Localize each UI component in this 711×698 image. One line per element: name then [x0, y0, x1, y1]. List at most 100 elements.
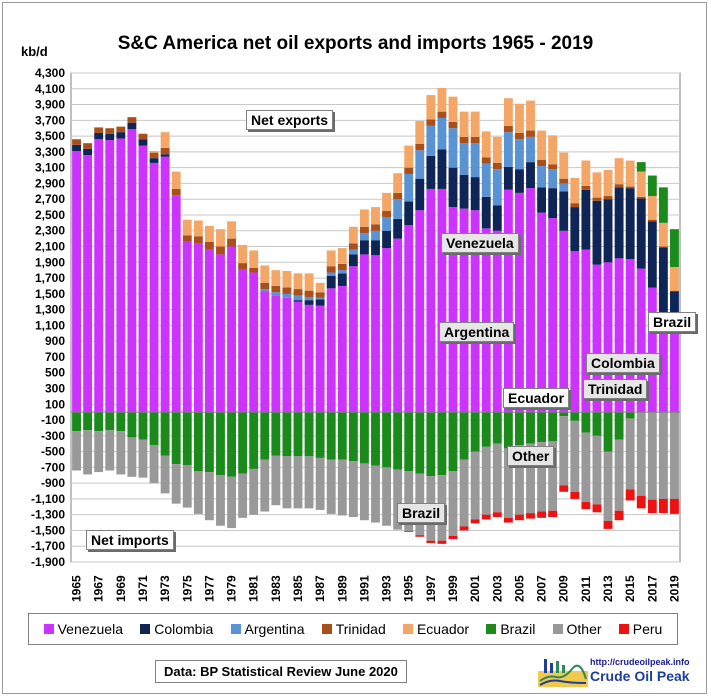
bar-segment-peru — [459, 526, 469, 531]
bar-segment-brazil — [249, 412, 259, 469]
bar-segment-trinidad — [537, 159, 547, 167]
bar-segment-venezuela — [193, 243, 203, 413]
bar-segment-other — [282, 456, 292, 509]
bar-segment-colombia — [537, 187, 547, 213]
y-tick-label: 3,100 — [35, 161, 65, 175]
bar-segment-venezuela — [670, 334, 679, 413]
bar-segment-venezuela — [249, 272, 259, 413]
bar-segment-argentina — [526, 136, 535, 163]
annotation-net-imports: Net imports — [86, 530, 174, 550]
bar-segment-trinidad — [515, 132, 524, 140]
legend-swatch — [402, 624, 413, 634]
bar-segment-venezuela — [326, 288, 336, 413]
y-tick-label: -100 — [41, 413, 65, 427]
bar-segment-brazil — [526, 412, 535, 444]
x-tick-label: 1989 — [335, 575, 349, 602]
bar-segment-colombia — [614, 187, 624, 259]
bar-segment-peru — [548, 510, 558, 518]
bar-segment-venezuela — [72, 151, 81, 413]
bar-segment-trinidad — [315, 292, 325, 298]
bar-segment-other — [481, 446, 491, 515]
bar-segment-peru — [470, 519, 480, 524]
bar-segment-venezuela — [503, 189, 513, 413]
bar-segment-trinidad — [293, 289, 303, 296]
brand-block: http://crudeoilpeak.info Crude Oil Peak — [538, 657, 690, 689]
y-tick-label: 4,100 — [35, 82, 65, 96]
bar-segment-ecuador — [182, 219, 192, 236]
bar-segment-colombia — [348, 254, 358, 267]
bar-segment-trinidad — [581, 185, 591, 190]
bar-segment-ecuador — [492, 136, 502, 163]
bar-segment-venezuela — [658, 311, 668, 413]
bar-segment-ecuador — [238, 244, 248, 264]
x-tick-label: 2019 — [667, 575, 681, 602]
bar-segment-colombia — [360, 240, 369, 255]
bar-segment-ecuador — [515, 103, 524, 133]
bar-segment-other — [670, 412, 679, 499]
x-tick-label: 1997 — [424, 575, 438, 602]
x-tick-label: 2011 — [579, 576, 593, 602]
bar-segment-colombia — [160, 154, 170, 157]
y-tick-label: -1,300 — [31, 508, 65, 522]
bar-segment-argentina — [315, 297, 325, 300]
data-source-note: Data: BP Statistical Review June 2020 — [155, 660, 407, 683]
x-tick-label: 1971 — [136, 575, 150, 602]
bar-segment-trinidad — [625, 186, 635, 189]
bar-segment-brazil — [83, 412, 93, 431]
bar-segment-brazil — [371, 412, 380, 466]
bar-segment-brazil — [670, 229, 679, 268]
bar-segment-argentina — [537, 166, 547, 188]
bar-segment-trinidad — [94, 127, 104, 133]
y-tick-label: -500 — [41, 445, 65, 459]
bar-segment-other — [348, 461, 358, 518]
bar-segment-other — [404, 471, 414, 532]
bar-segment-peru — [503, 517, 513, 523]
bar-segment-trinidad — [415, 143, 425, 151]
x-tick-label: 2003 — [490, 575, 504, 602]
legend-swatch — [486, 624, 497, 634]
bar-segment-other — [182, 464, 192, 508]
bar-segment-peru — [625, 489, 635, 501]
y-tick-label: 100 — [45, 397, 65, 411]
bar-segment-colombia — [603, 199, 613, 263]
y-tick-label: 2,300 — [35, 224, 65, 238]
bar-segment-other — [105, 430, 115, 471]
bar-segment-ecuador — [393, 173, 403, 193]
y-tick-label: 300 — [45, 381, 65, 395]
annotation-other: Other — [507, 446, 555, 466]
bar-segment-brazil — [171, 412, 181, 465]
bar-segment-colombia — [404, 201, 414, 226]
x-tick-label: 2007 — [535, 575, 549, 602]
bar-segment-ecuador — [249, 250, 259, 268]
bar-segment-argentina — [548, 169, 558, 189]
bar-segment-venezuela — [271, 295, 281, 413]
bar-segment-ecuador — [304, 273, 314, 291]
bar-segment-ecuador — [448, 96, 458, 122]
bar-segment-peru — [614, 510, 624, 521]
bar-segment-argentina — [559, 183, 569, 192]
bar-segment-trinidad — [171, 188, 181, 196]
bar-segment-brazil — [282, 412, 292, 457]
x-tick-label: 2013 — [601, 575, 615, 602]
bar-segment-brazil — [160, 412, 170, 456]
bar-segment-brazil — [360, 412, 369, 464]
bar-segment-venezuela — [481, 228, 491, 413]
bar-segment-trinidad — [481, 157, 491, 164]
bar-segment-other — [614, 439, 624, 511]
x-tick-label: 1985 — [291, 575, 305, 602]
bar-segment-argentina — [337, 270, 347, 274]
bar-segment-venezuela — [315, 305, 325, 413]
bar-segment-brazil — [437, 412, 447, 476]
bar-segment-argentina — [293, 295, 303, 301]
bar-segment-other — [603, 451, 613, 521]
bar-segment-ecuador — [204, 226, 214, 242]
bar-segment-ecuador — [227, 221, 236, 239]
bar-segment-other — [271, 455, 281, 506]
bar-segment-ecuador — [404, 145, 414, 168]
bar-segment-ecuador — [459, 111, 469, 137]
bar-segment-venezuela — [204, 249, 214, 413]
bar-segment-trinidad — [216, 246, 225, 255]
bar-segment-peru — [559, 485, 569, 492]
bar-segment-venezuela — [238, 269, 248, 413]
